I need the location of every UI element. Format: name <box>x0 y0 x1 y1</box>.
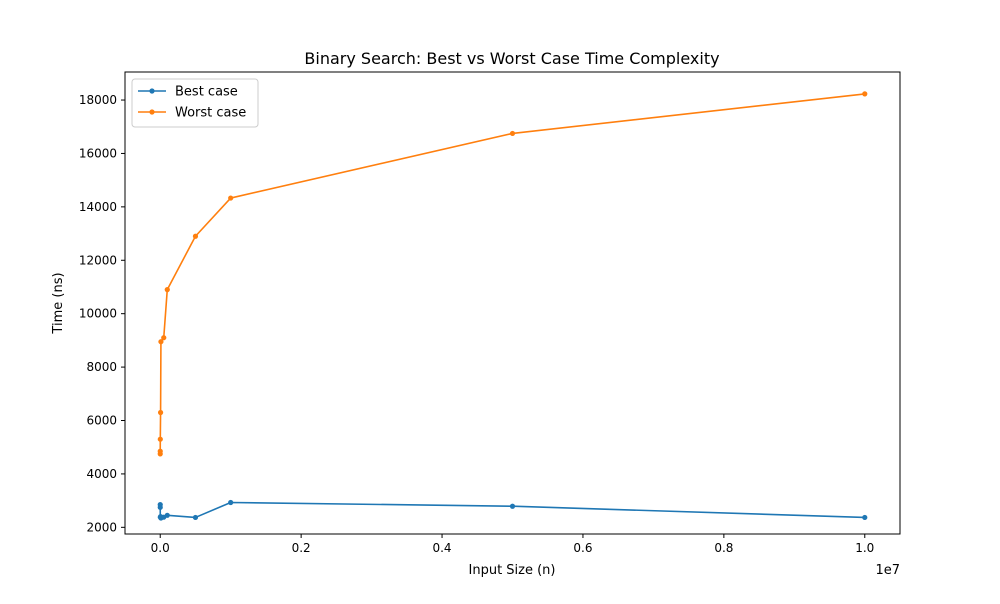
plot-frame <box>124 71 901 535</box>
x-tick-label: 0.2 <box>292 541 311 555</box>
legend: Best case Worst case <box>131 78 259 128</box>
x-tick-label: 0.8 <box>714 541 733 555</box>
y-tick-label: 2000 <box>86 520 117 534</box>
y-tick-label: 4000 <box>86 467 117 481</box>
data-point <box>228 195 234 201</box>
data-point <box>157 436 163 442</box>
x-tick-label: 0.4 <box>432 541 451 555</box>
data-point <box>161 335 167 341</box>
data-point <box>192 514 199 521</box>
data-point <box>509 503 516 509</box>
data-point <box>164 287 170 293</box>
data-point <box>509 130 516 137</box>
y-tick-label: 18000 <box>79 93 117 107</box>
y-axis: 2000 4000 6000 8000 10000 12000 14000 16000 1800… <box>79 93 125 534</box>
legend-entry-label: Best case <box>175 85 238 100</box>
series-1 <box>157 499 868 521</box>
data-point <box>862 514 868 521</box>
data-point <box>157 504 163 510</box>
legend-swatch-marker <box>149 88 155 94</box>
data-point <box>862 91 868 97</box>
data-point <box>157 409 164 416</box>
series-2 <box>157 91 868 457</box>
y-tick-label: 12000 <box>79 253 117 267</box>
y-tick-label: 10000 <box>79 307 117 321</box>
y-tick-label: 16000 <box>79 146 117 160</box>
data-point <box>164 512 170 518</box>
x-tick-label: 0.6 <box>573 541 592 555</box>
x-axis-offset-label: 1e7 <box>875 563 900 578</box>
y-tick-label: 8000 <box>86 360 117 374</box>
legend-entry-label: Worst case <box>175 106 246 121</box>
series-layer <box>157 91 868 521</box>
x-axis: 0.0 0.2 0.4 0.6 0.8 1.0 <box>151 534 874 555</box>
data-point <box>157 448 163 454</box>
x-tick-label: 1.0 <box>855 541 874 555</box>
data-point <box>158 339 164 345</box>
x-axis-label: Input Size (n) <box>469 563 556 578</box>
legend-swatch-marker <box>149 109 155 115</box>
y-tick-label: 6000 <box>86 414 117 428</box>
y-axis-label: Time (ns) <box>51 272 66 334</box>
y-tick-label: 14000 <box>79 200 117 214</box>
x-tick-label: 0.0 <box>151 541 170 555</box>
data-point <box>192 233 199 239</box>
chart-title: Binary Search: Best vs Worst Case Time C… <box>304 49 719 68</box>
data-point <box>228 499 234 506</box>
